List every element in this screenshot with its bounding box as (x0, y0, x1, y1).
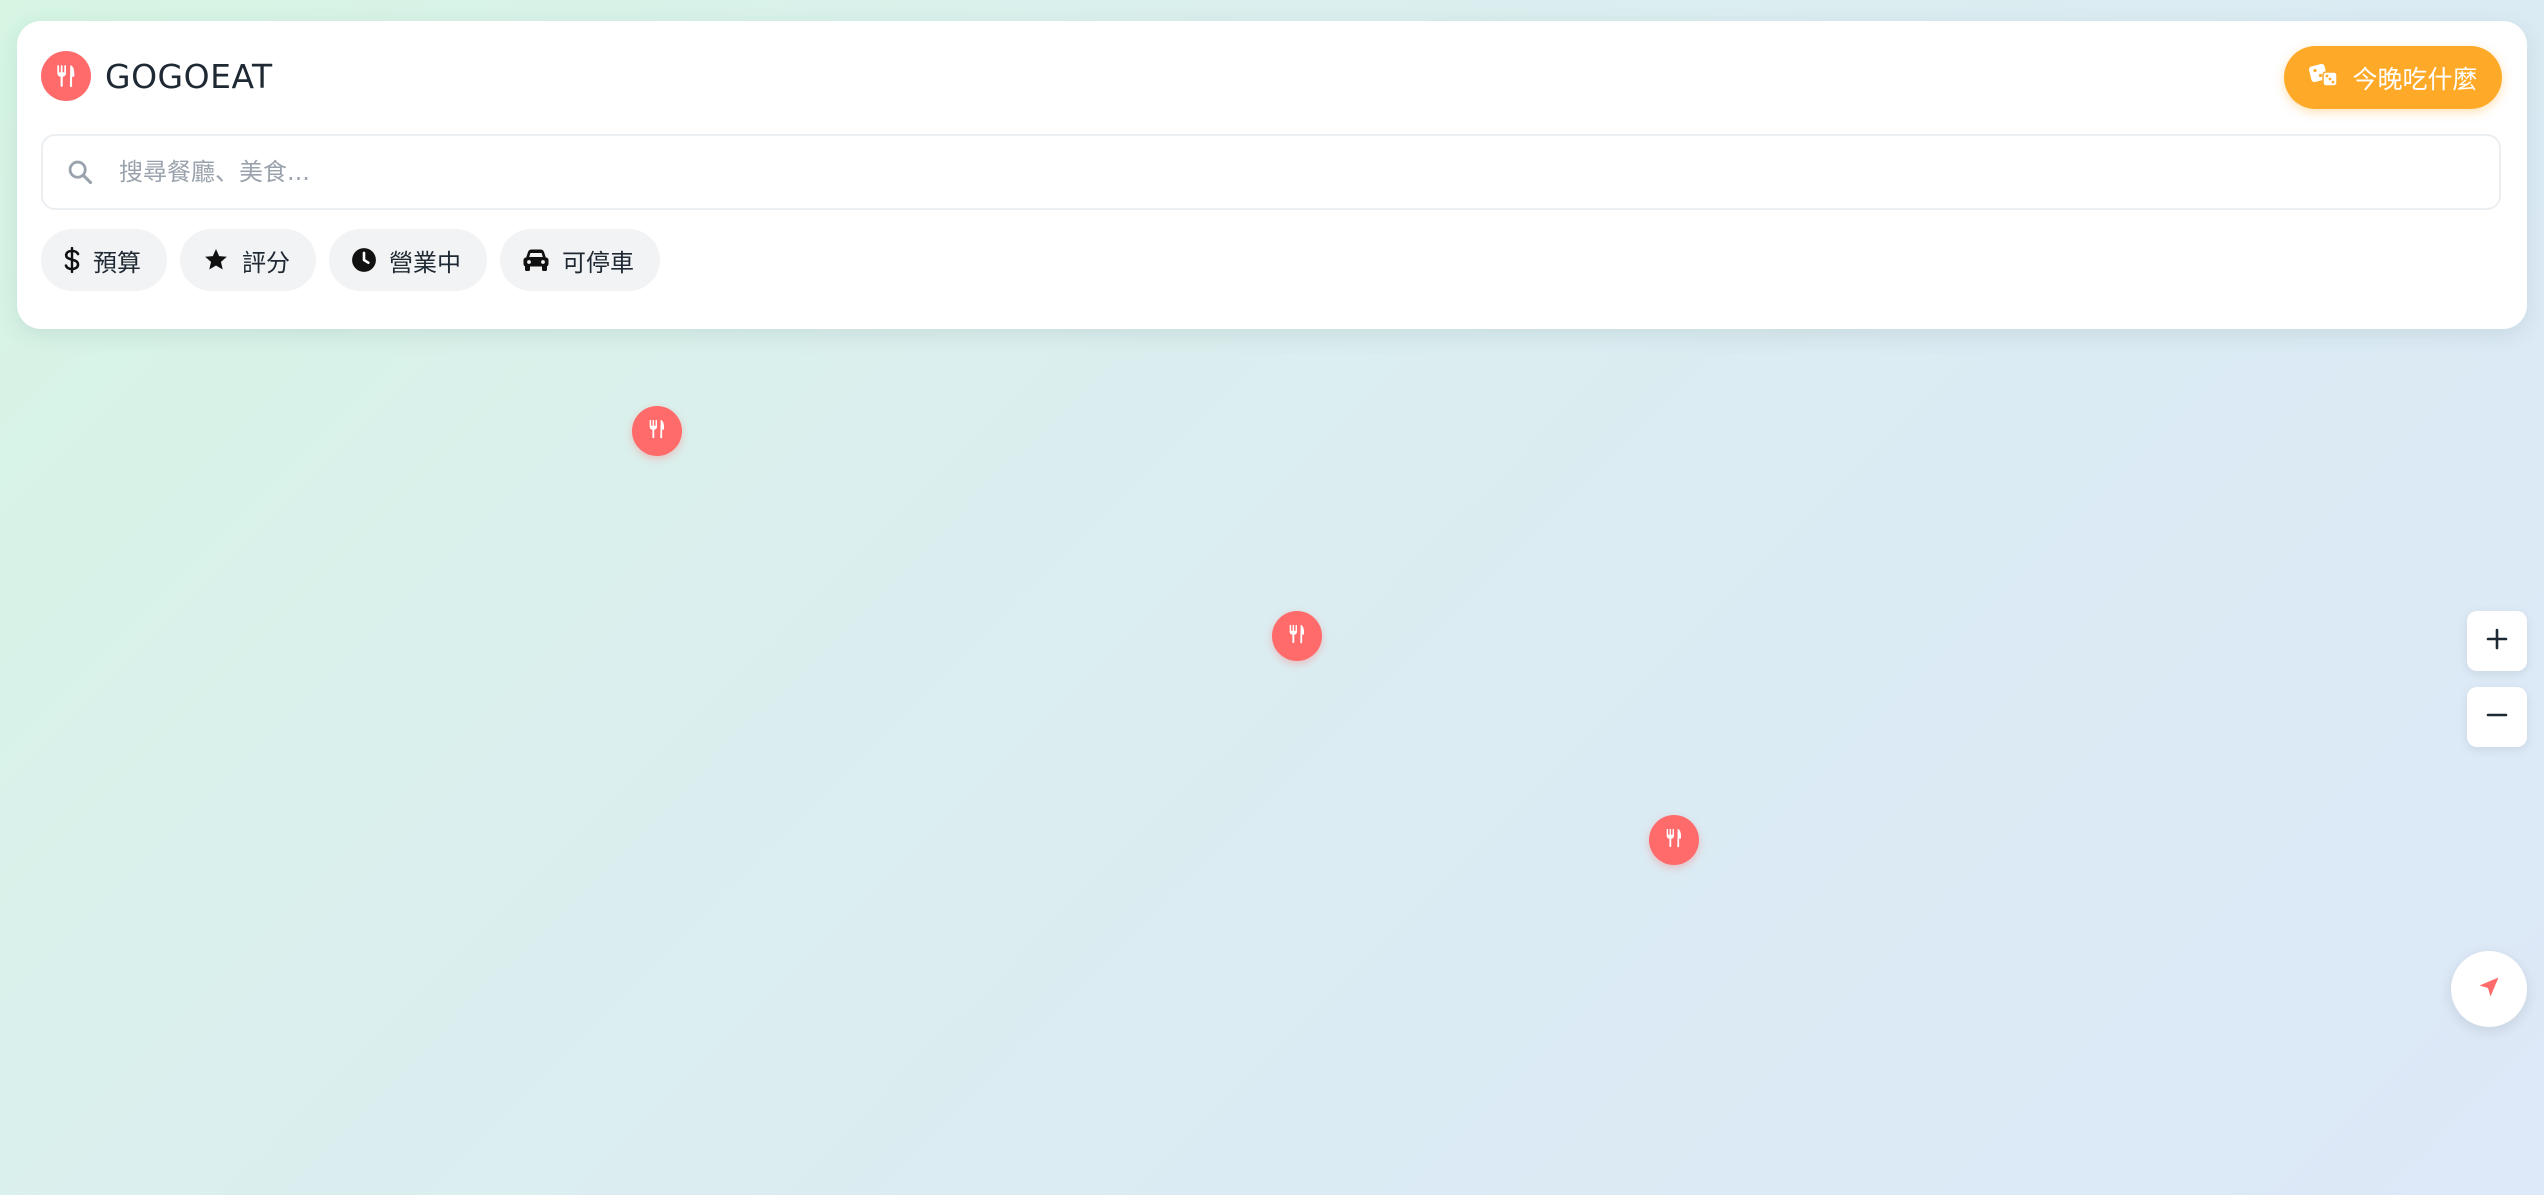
filter-open-now-label: 營業中 (389, 248, 461, 277)
location-arrow-icon (2477, 975, 2501, 1003)
search-bar[interactable] (41, 134, 2501, 210)
filter-rating-label: 評分 (242, 248, 290, 277)
filter-chips: 預算 評分 營業中 (41, 229, 660, 291)
utensils-icon (646, 418, 668, 444)
zoom-out-button[interactable] (2467, 687, 2527, 747)
filter-parking-chip[interactable]: 可停車 (500, 229, 660, 291)
restaurant-marker[interactable] (1272, 611, 1322, 661)
clock-icon (351, 247, 377, 273)
random-pick-button[interactable]: 今晚吃什麼 (2284, 46, 2502, 109)
filter-rating-chip[interactable]: 評分 (180, 229, 316, 291)
filter-budget-label: 預算 (93, 248, 141, 277)
filter-open-now-chip[interactable]: 營業中 (329, 229, 487, 291)
minus-icon (2486, 704, 2508, 730)
search-input[interactable] (117, 157, 2421, 187)
brand: GOGOEAT (41, 51, 273, 101)
plus-icon (2486, 628, 2508, 654)
utensils-icon (1286, 623, 1308, 649)
restaurant-marker[interactable] (1649, 815, 1699, 865)
search-icon (65, 157, 95, 187)
zoom-in-button[interactable] (2467, 611, 2527, 671)
star-icon (202, 247, 230, 273)
dollar-icon (63, 247, 81, 273)
dice-icon (2308, 61, 2340, 95)
brand-name: GOGOEAT (105, 56, 273, 96)
my-location-button[interactable] (2451, 951, 2527, 1027)
utensils-icon (1663, 827, 1685, 853)
top-panel: GOGOEAT 今晚吃什麼 (17, 21, 2527, 329)
filter-parking-label: 可停車 (562, 248, 634, 277)
random-pick-label: 今晚吃什麼 (2352, 64, 2478, 94)
restaurant-marker[interactable] (632, 406, 682, 456)
utensils-icon (41, 51, 91, 101)
car-icon (522, 248, 550, 272)
filter-budget-chip[interactable]: 預算 (41, 229, 167, 291)
